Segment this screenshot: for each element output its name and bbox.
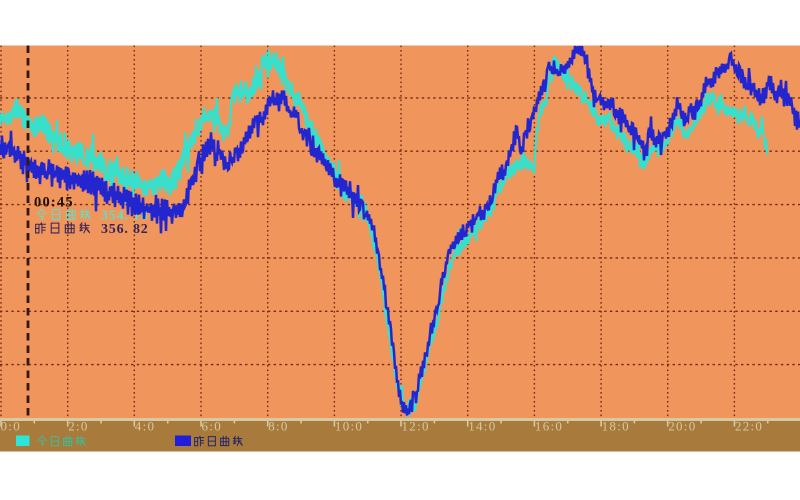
svg-text:8:0: 8:0 bbox=[268, 419, 289, 434]
svg-text:2:0: 2:0 bbox=[68, 419, 89, 434]
svg-text:20:0: 20:0 bbox=[668, 419, 696, 434]
svg-text:4:0: 4:0 bbox=[135, 419, 156, 434]
svg-text:00:45: 00:45 bbox=[34, 195, 74, 211]
svg-text:22:0: 22:0 bbox=[735, 419, 763, 434]
svg-text:16:0: 16:0 bbox=[535, 419, 563, 434]
svg-text:14:0: 14:0 bbox=[468, 419, 496, 434]
svg-text:0:0: 0:0 bbox=[1, 419, 22, 434]
svg-text:6:0: 6:0 bbox=[202, 419, 223, 434]
svg-text:18:0: 18:0 bbox=[602, 419, 630, 434]
svg-text:12:0: 12:0 bbox=[402, 419, 430, 434]
svg-text:356. 82: 356. 82 bbox=[101, 222, 149, 237]
svg-text:10:0: 10:0 bbox=[335, 419, 363, 434]
